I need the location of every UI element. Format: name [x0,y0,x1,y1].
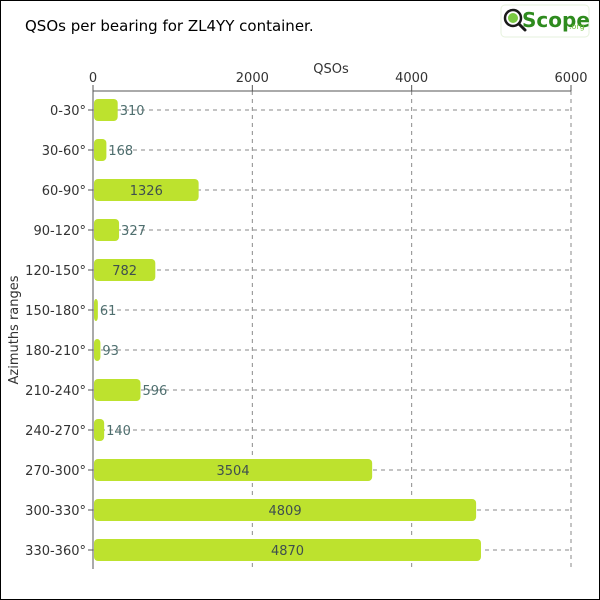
bar [94,459,373,481]
bar [94,499,477,521]
bar-value-label: 596 [142,384,167,399]
y-category-label: 240-270° [25,424,86,439]
y-category-label: 90-120° [33,224,86,239]
bar [94,419,105,441]
magnifier-icon [503,8,527,32]
bar-value-label: 782 [112,264,137,279]
y-category-label: 60-90° [42,184,86,199]
y-category-label: 120-150° [25,264,86,279]
bar [94,299,98,321]
y-category-label: 150-180° [25,304,86,319]
y-category-label: 180-210° [25,344,86,359]
y-category-label: 30-60° [42,144,86,159]
y-category-label: 300-330° [25,504,86,519]
x-tick-label: 0 [89,71,97,86]
x-axis-title: QSOs [313,62,349,77]
bar [94,339,101,361]
bar-value-label: 4809 [269,504,302,519]
x-tick-label: 6000 [554,71,587,86]
bars: 310 168 1326 327 782 61 93 596 140 3504 4809 4870 [94,99,481,561]
bar-value-label: 61 [100,304,117,319]
y-category-label: 210-240° [25,384,86,399]
bar [94,219,120,241]
x-tick-label: 4000 [395,71,428,86]
x-axis-ticks: 0 2000 4000 6000 [89,71,588,92]
grid-lines [92,91,572,569]
bar-value-label: 4870 [271,544,304,559]
bar [94,539,481,561]
y-category-label: 0-30° [50,104,86,119]
chart-title: QSOs per bearing for ZL4YY container. [25,17,314,35]
bar [94,99,118,121]
bar [94,139,107,161]
y-category-label: 270-300° [25,464,86,479]
y-category-label: 330-360° [25,544,86,559]
y-axis-categories: 0-30° 30-60° 60-90° 90-120° 120-150° 150-180°… [25,104,93,559]
bar [94,379,141,401]
bar-value-label: 310 [120,104,145,119]
bar-value-label: 140 [106,424,131,439]
bar-value-label: 327 [121,224,146,239]
bar-value-label: 1326 [130,184,163,199]
y-axis-title: Azimuths ranges [7,275,22,384]
bar [94,179,199,201]
qscope-logo: Scope .org [500,4,590,38]
bar-value-label: 3504 [217,464,250,479]
bar-value-label: 93 [102,344,119,359]
x-tick-label: 2000 [236,71,269,86]
logo-org-text: .org [569,22,585,31]
bar [94,259,156,281]
logo-scope-text: Scope [522,8,590,32]
bar-value-label: 168 [108,144,133,159]
